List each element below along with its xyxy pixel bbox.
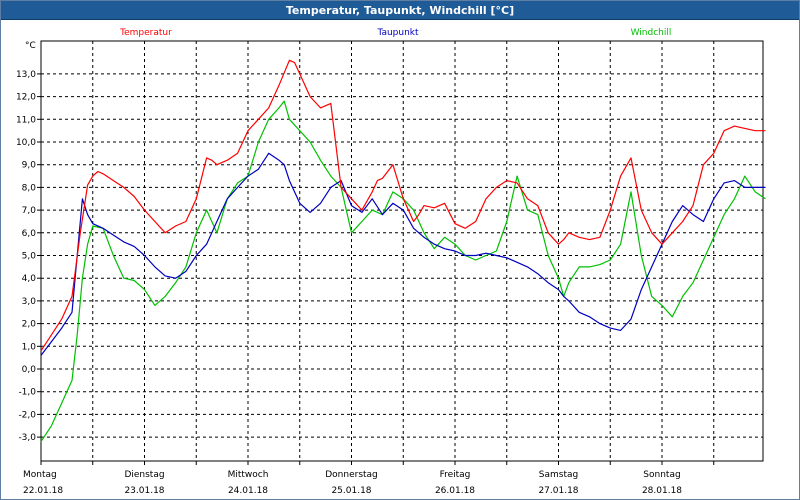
legend-label-windchill: Windchill — [631, 28, 672, 38]
y-tick-label: -1,0 — [18, 388, 36, 398]
y-tick-label: 4,0 — [22, 274, 37, 284]
y-tick-label: 11,0 — [16, 115, 36, 125]
x-tick-day-label: Freitag — [440, 470, 471, 480]
x-tick-date-label: 27.01.18 — [538, 486, 578, 496]
y-tick-label: 6,0 — [22, 229, 37, 239]
y-axis-unit: °C — [25, 41, 36, 51]
y-tick-label: 7,0 — [22, 206, 37, 216]
y-tick-label: 1,0 — [22, 342, 37, 352]
y-tick-label: 13,0 — [16, 70, 36, 80]
y-tick-label: 0,0 — [22, 365, 37, 375]
y-tick-label: 2,0 — [22, 320, 37, 330]
y-tick-label: -3,0 — [18, 433, 36, 443]
x-tick-date-label: 23.01.18 — [124, 486, 164, 496]
legend-label-temperatur: Temperatur — [119, 28, 172, 38]
legend-label-taupunkt: Taupunkt — [376, 28, 419, 38]
x-tick-date-label: 24.01.18 — [228, 486, 268, 496]
y-tick-label: 5,0 — [22, 252, 37, 262]
x-tick-day-label: Montag — [23, 470, 57, 480]
x-tick-date-label: 25.01.18 — [331, 486, 371, 496]
y-tick-label: 3,0 — [22, 297, 37, 307]
x-tick-date-label: 22.01.18 — [23, 486, 63, 496]
y-tick-label: 8,0 — [22, 183, 37, 193]
x-tick-day-label: Mittwoch — [228, 470, 269, 480]
y-tick-label: -2,0 — [18, 410, 36, 420]
series-line-windchill — [40, 100, 766, 442]
plot-area — [40, 40, 764, 462]
x-tick-day-label: Sonntag — [643, 470, 680, 480]
x-tick-day-label: Samstag — [539, 470, 578, 480]
series-line-temperatur — [40, 59, 766, 352]
series-line-taupunkt — [40, 152, 766, 356]
chart-title: Temperatur, Taupunkt, Windchill [°C] — [285, 3, 515, 17]
x-tick-day-label: Dienstag — [124, 470, 164, 480]
y-tick-label: 10,0 — [16, 138, 36, 148]
y-tick-label: 9,0 — [22, 161, 37, 171]
x-tick-date-label: 28.01.18 — [642, 486, 682, 496]
title-bar: Temperatur, Taupunkt, Windchill [°C] — [1, 1, 799, 20]
y-tick-label: 12,0 — [16, 93, 36, 103]
x-tick-day-label: Donnerstag — [325, 470, 378, 480]
x-tick-date-label: 26.01.18 — [435, 486, 475, 496]
